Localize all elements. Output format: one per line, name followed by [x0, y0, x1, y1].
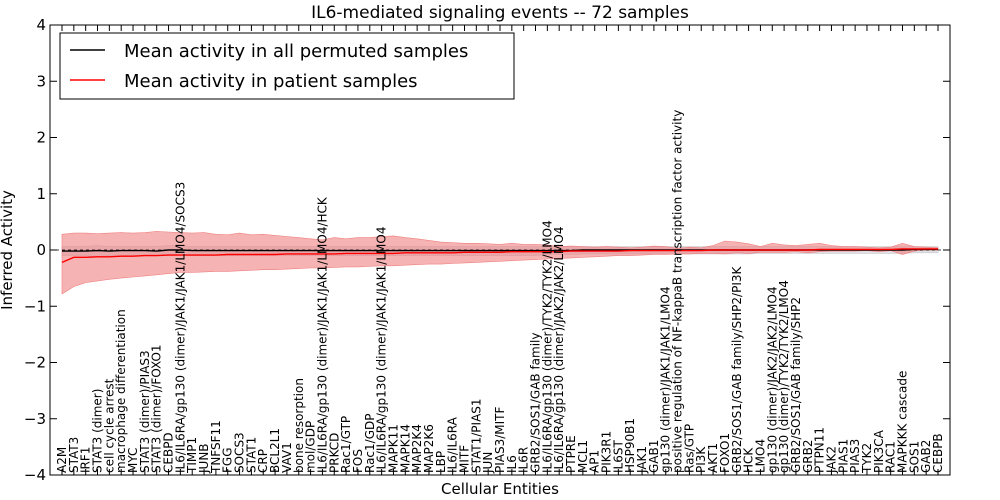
x-tick-label: IRF1	[79, 447, 93, 473]
x-tick-label: RAC1	[884, 441, 898, 473]
x-tick-label: GRB2/SOS1/GAB family/SHP2	[789, 297, 803, 473]
y-tick-label: 3	[36, 72, 46, 90]
x-tick-label: FOS	[351, 449, 365, 473]
series-lines	[61, 248, 938, 264]
x-tick-label: PIAS3	[848, 439, 862, 473]
x-tick-label: gp130 (dimer)/JAK2/JAK2/LMO4	[765, 286, 779, 473]
x-tick-label: TNFSF11	[209, 420, 223, 474]
x-tick-label: IL6/IL6RA/gp130 (dimer)/TYK2/TYK2/LMO4	[540, 220, 554, 473]
x-tick-label: Rac1/GDP	[363, 414, 377, 473]
x-tick-label: AP1	[588, 450, 602, 473]
series-line-patient	[61, 248, 938, 264]
x-tick-label: SOS1	[907, 441, 921, 473]
x-tick-label: IL6R	[517, 447, 531, 473]
legend-label-patient: Mean activity in patient samples	[124, 71, 418, 92]
x-tick-label: VAV1	[280, 442, 294, 473]
x-tick-label: BCL2L1	[268, 428, 282, 473]
y-tick-label: 4	[36, 16, 46, 34]
x-tick-label: Ras/GTP	[682, 424, 696, 473]
x-tick-label: PTPN11	[813, 427, 827, 473]
x-tick-label: PIK3R1	[600, 431, 614, 473]
x-tick-label: IL6ST	[611, 440, 625, 473]
x-tick-label: cell cycle arrest	[102, 378, 116, 473]
x-tick-label: PRKCD	[327, 433, 341, 473]
y-tick-label: 0	[36, 241, 46, 259]
x-tick-label: TYK2	[860, 443, 874, 474]
x-tick-label: mol/GDP	[304, 421, 318, 473]
x-tick-label: STAT3 (dimer)	[91, 389, 105, 473]
x-tick-label: MAPK14	[398, 424, 412, 473]
x-tick-label: MYC	[126, 448, 140, 473]
x-tick-label: STAT1	[244, 437, 258, 473]
y-tick-label: 2	[36, 129, 46, 147]
x-tick-label: STAT3 (dimer)/PIAS3	[138, 350, 152, 473]
x-tick-label: TIMP1	[185, 437, 199, 474]
x-tick-label: FGG	[221, 448, 235, 474]
x-tick-label: STAT3 (dimer)/FOXO1	[150, 344, 164, 473]
x-tick-label: IL6/IL6RA/gp130 (dimer)/JAK1/JAK1/LMO4/H…	[315, 196, 329, 473]
x-tick-label: JAK1	[635, 446, 649, 474]
x-tick-label: JUN	[481, 452, 495, 474]
x-tick-label: IL6/IL6RA/gp130 (dimer)/JAK1/JAK1/LMO4	[375, 227, 389, 473]
x-tick-label: PIAS3/MITF	[493, 406, 507, 473]
x-tick-label: LBP	[434, 451, 448, 473]
x-tick-label: STAT1/PIAS1	[469, 398, 483, 473]
y-tick-label: −4	[24, 466, 46, 484]
x-tick-label: PI3K	[694, 446, 708, 473]
y-tick-label: 1	[36, 185, 46, 203]
x-tick-label: CEBPD	[162, 432, 176, 473]
x-tick-label: GAB1	[647, 440, 661, 473]
x-tick-label: IL6/IL6RA	[446, 416, 460, 473]
x-tick-label: CEBPB	[931, 433, 945, 473]
x-tick-label: IL6/IL6RA/gp130 (dimer)/JAK2/JAK2/LMO4	[552, 227, 566, 473]
x-tick-label: STAT3	[67, 437, 81, 473]
x-tick-label: GRB2/SOS1/GAB family	[529, 333, 543, 474]
x-tick-label: positive regulation of NF-kappaB transcr…	[671, 110, 685, 473]
x-tick-label: MCL1	[576, 440, 590, 473]
x-tick-label: A2M	[55, 447, 69, 473]
x-tick-label: MAPKKK cascade	[896, 371, 910, 473]
y-axis-label: Inferred Activity	[0, 190, 16, 310]
x-tick-label: JUNB	[197, 443, 211, 474]
x-tick-label: LMO4	[753, 439, 767, 473]
x-tick-label: GAB2	[919, 440, 933, 473]
x-tick-label: HCK	[742, 447, 756, 473]
x-tick-label: bone resorption	[292, 378, 306, 473]
x-tick-label: FOXO1	[718, 433, 732, 473]
x-tick-label: SOCS3	[233, 432, 247, 473]
x-tick-label: IL6/IL6RA/gp130 (dimer)/JAK1/JAK1/LMO4/S…	[173, 182, 187, 473]
x-tick-label: Rac1/GTP	[339, 416, 353, 473]
y-tick-label: −3	[24, 410, 46, 428]
x-tick-label: HSP90B1	[623, 418, 637, 473]
x-tick-label: AKT1	[706, 443, 720, 473]
x-tick-label: GRB2/SOS1/GAB family/SHP2/PI3K	[730, 265, 744, 473]
y-tick-label: −1	[24, 297, 46, 315]
plot-frame	[49, 24, 951, 476]
x-tick-label: MAPK11	[387, 424, 401, 473]
x-tick-label: macrophage differentiation	[114, 309, 128, 473]
x-tick-label: CRP	[256, 449, 270, 473]
x-tick-label: PTPRE	[564, 435, 578, 473]
x-tick-label: MAP2K6	[422, 424, 436, 473]
x-tick-label: IL6	[505, 455, 519, 473]
x-tick-label: gp130 (dimer)/TYK2/TYK2/LMO4	[777, 280, 791, 473]
x-tick-label: MAP2K4	[410, 424, 424, 473]
x-tick-label: MITF	[458, 445, 472, 473]
x-axis-label: Cellular Entities	[441, 480, 559, 498]
chart-title: IL6-mediated signaling events -- 72 samp…	[311, 3, 689, 23]
x-tick-label: GRB2	[801, 439, 815, 473]
legend-label-permuted: Mean activity in all permuted samples	[124, 41, 468, 62]
x-tick-label: gp130 (dimer)/JAK1/JAK1/LMO4	[659, 286, 673, 473]
y-tick-label: −2	[24, 354, 46, 372]
x-tick-label: JAK2	[825, 446, 839, 474]
legend-box	[59, 32, 515, 100]
x-tick-label: PIK3CA	[872, 429, 886, 473]
x-tick-label: PIAS1	[836, 439, 850, 473]
legend: Mean activity in all permuted samples Me…	[59, 32, 515, 100]
